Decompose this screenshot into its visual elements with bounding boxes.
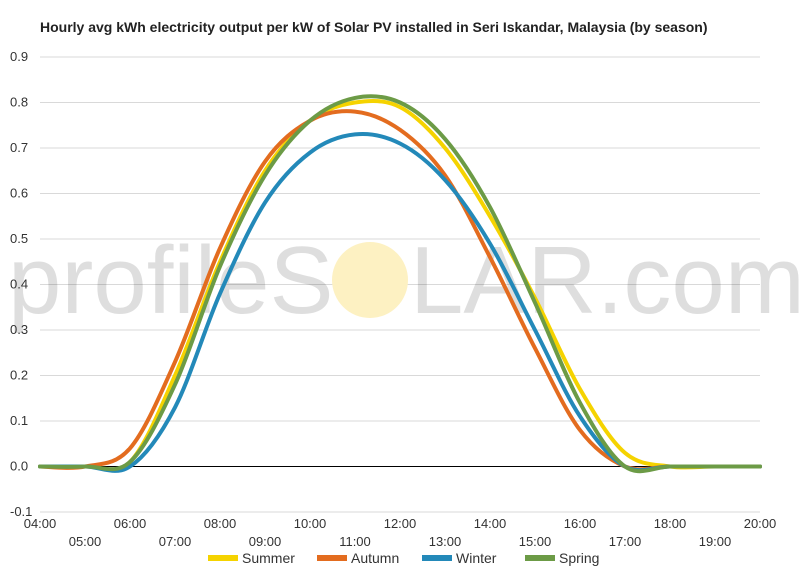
series-line-summer (38, 98, 762, 472)
watermark-sun-icon (332, 242, 408, 318)
x-tick-label: 16:00 (564, 516, 597, 531)
axes: 0.9 0.8 0.7 0.6 0.5 0.4 0.3 0.2 0.1 0.0 -0.104:00 0… (10, 49, 776, 549)
x-tick-label: 06:00 (114, 516, 147, 531)
y-tick-label: 0.7 (10, 140, 28, 155)
legend: Summer Autumn Winter Spring (208, 550, 599, 566)
x-tick-label: 07:00 (159, 534, 192, 549)
watermark-text-right: LAR.com (410, 227, 800, 334)
y-tick-label: 0.1 (10, 413, 28, 428)
x-tick-label: 10:00 (294, 516, 327, 531)
y-tick-label: 0.0 (10, 459, 28, 474)
x-tick-label: 05:00 (69, 534, 102, 549)
x-tick-label: 09:00 (249, 534, 282, 549)
legend-swatch-autumn (317, 555, 347, 561)
x-tick-label: 19:00 (699, 534, 732, 549)
legend-label-winter: Winter (456, 550, 497, 566)
y-tick-label: 0.4 (10, 277, 28, 292)
y-tick-label: 0.2 (10, 368, 28, 383)
watermark: profileS LAR.com (8, 227, 800, 334)
y-tick-label: 0.6 (10, 186, 28, 201)
series-line-spring (38, 94, 762, 474)
x-tick-label: 04:00 (24, 516, 57, 531)
series-lines (38, 94, 762, 474)
legend-swatch-summer (208, 555, 238, 561)
y-tick-label: 0.5 (10, 231, 28, 246)
x-tick-label: 12:00 (384, 516, 417, 531)
grid (40, 56, 760, 513)
legend-swatch-spring (525, 555, 555, 561)
chart-title: Hourly avg kWh electricity output per kW… (40, 19, 708, 35)
legend-label-summer: Summer (242, 550, 295, 566)
x-tick-label: 11:00 (339, 534, 371, 549)
legend-swatch-winter (422, 555, 452, 561)
y-tick-label: 0.8 (10, 95, 28, 110)
y-tick-label: 0.9 (10, 49, 28, 64)
legend-label-autumn: Autumn (351, 550, 399, 566)
legend-label-spring: Spring (559, 550, 599, 566)
x-tick-label: 20:00 (744, 516, 777, 531)
y-tick-label: 0.3 (10, 322, 28, 337)
watermark-text-left: profileS (8, 227, 334, 334)
x-tick-label: 17:00 (609, 534, 642, 549)
x-tick-label: 15:00 (519, 534, 552, 549)
x-tick-label: 08:00 (204, 516, 237, 531)
x-tick-label: 14:00 (474, 516, 507, 531)
x-tick-label: 18:00 (654, 516, 687, 531)
x-tick-label: 13:00 (429, 534, 462, 549)
y-tick-label: -0.1 (10, 504, 32, 519)
